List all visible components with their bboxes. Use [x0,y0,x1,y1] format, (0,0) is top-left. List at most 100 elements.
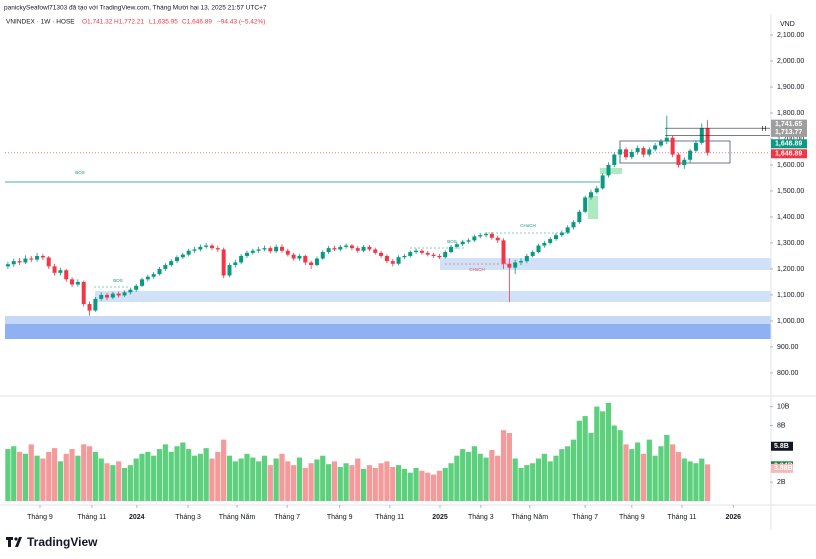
y-tick-label: 1,200.00 [777,266,804,273]
candle-body [17,261,22,263]
candle-body [390,261,395,264]
candle-body [402,255,407,258]
volume-bar [500,430,507,501]
volume-bar [320,455,326,501]
candle-body [548,239,553,243]
y-tick-label: 1,500.00 [777,188,804,195]
volume-bar [156,449,163,501]
candle-body [449,246,454,253]
volume-bar [448,463,454,501]
ohlc-low: L1,635.95 [149,19,178,26]
volume-bar [675,451,682,501]
candle-body [291,254,296,259]
candle-body [320,252,325,259]
candle-body [524,255,529,262]
candle-body [414,250,419,253]
candle-body [623,149,628,158]
volume-bar [425,472,431,501]
candle-body [355,248,360,251]
annotation: CHoCH [469,267,485,272]
volume-bar [430,474,437,501]
volume-bar [337,467,343,501]
candle-body [565,227,570,233]
order-block [600,168,622,174]
candle-body [519,261,524,263]
volume-bar [168,451,174,501]
candle-body [460,241,465,245]
candle-body [93,298,98,311]
x-tick-label: 2026 [725,514,741,521]
x-tick-label: Tháng 11 [667,514,696,521]
y-tick-label: 2B [777,479,786,486]
volume-bar [535,458,542,501]
candle-body [425,252,430,255]
candle-body [693,142,698,151]
volume-bar [512,458,518,501]
volume-bar [191,455,198,501]
candle-body [58,270,63,273]
candle-body [705,128,710,153]
volume-bar [617,430,623,501]
candle-body [285,250,290,255]
candle-body [379,252,384,256]
logo: TradingView [6,535,98,549]
ohlc-open: O1,741.32 [82,19,113,26]
volume-bar [104,463,110,501]
volume-bar [75,455,81,501]
volume-bar [197,453,203,501]
y-tick-label: 800.00 [777,370,799,377]
volume-bar [605,402,612,501]
volume-bar [588,433,594,501]
candle-body [664,137,669,142]
candle-body [431,254,436,256]
candle-body [163,265,168,269]
volume-bar [395,465,402,501]
candle-body [180,254,185,258]
candle-body [653,145,658,150]
price-label: 1,741.65 [775,121,802,128]
candle-body [75,281,80,285]
volume-bar [705,464,711,501]
annotation: BOS [75,170,85,175]
candle-body [297,255,302,259]
volume-bar [51,448,58,501]
candle-body [618,149,623,155]
candle-body [489,233,494,238]
order-block [588,196,598,219]
volume-bar [186,449,192,501]
volume-bar [174,446,180,501]
candle-body [99,294,104,299]
volume-bar [110,465,116,501]
y-tick-label: 8B [777,422,786,429]
volume-badge [771,463,793,473]
volume-bar [5,449,11,501]
candle-body [396,257,401,264]
currency: VND [780,21,795,28]
volume-bar [623,444,629,501]
x-tick-label: Tháng 9 [619,514,645,521]
candle-body [588,192,593,198]
x-tick-label: Tháng 9 [327,514,353,521]
volume-bar [261,455,268,501]
volume-bar [518,467,524,501]
candle-body [373,249,378,253]
candle-body [670,137,675,155]
candle-body [309,262,314,266]
candle-body [577,211,582,223]
volume-bar [314,459,320,501]
candle-body [647,149,652,155]
candle-body [256,249,261,251]
volume-bar [69,449,75,501]
candle-body [484,233,489,236]
volume-bar [652,455,658,501]
volume-bar [670,444,676,501]
candle-body [384,255,389,262]
volume-bar [582,416,588,501]
volume-bar [640,453,647,501]
candle-body [175,257,180,262]
volume-bar [384,461,390,501]
volume-bar [98,458,104,501]
logo-mark [6,537,22,547]
volume-bar [413,467,419,501]
